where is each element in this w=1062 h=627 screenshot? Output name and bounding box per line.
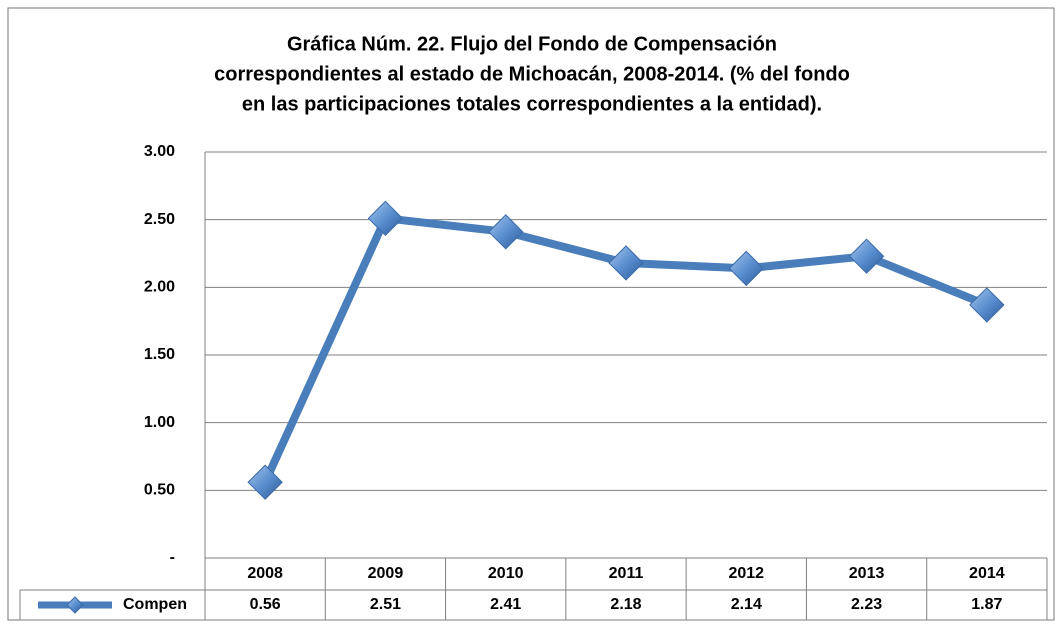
point-marker xyxy=(728,250,764,287)
legend-label: Compen xyxy=(123,596,187,613)
table-value: 2.23 xyxy=(851,596,882,613)
legend-marker xyxy=(66,596,84,614)
table-value: 1.87 xyxy=(971,596,1002,613)
table-value: 2.18 xyxy=(610,596,641,613)
point-marker xyxy=(608,245,644,281)
y-tick-label: 0.50 xyxy=(144,482,175,499)
y-tick-label: 2.00 xyxy=(144,279,175,296)
chart-title: Gráfica Núm. 22. Flujo del Fondo de Comp… xyxy=(287,33,777,55)
chart-title: correspondientes al estado de Michoacán,… xyxy=(214,63,850,85)
chart-title: en las participaciones totales correspon… xyxy=(242,93,822,115)
table-value: 0.56 xyxy=(250,596,281,613)
table-value: 2.41 xyxy=(490,596,521,613)
point-marker xyxy=(848,238,885,274)
x-tick-label: 2013 xyxy=(849,565,885,582)
y-tick-label: 1.00 xyxy=(144,414,175,431)
x-tick-label: 2010 xyxy=(488,565,524,582)
point-marker xyxy=(367,200,404,237)
x-tick-label: 2009 xyxy=(368,565,404,582)
x-tick-label: 2008 xyxy=(247,565,283,582)
point-marker xyxy=(969,287,1005,323)
table-value: 2.51 xyxy=(370,596,401,613)
x-tick-label: 2011 xyxy=(609,565,644,582)
y-tick-label: - xyxy=(170,549,175,566)
table-value: 2.14 xyxy=(731,596,762,613)
y-tick-label: 1.50 xyxy=(144,346,175,363)
point-marker xyxy=(488,214,524,250)
chart-frame xyxy=(7,7,1055,621)
y-tick-label: 2.50 xyxy=(144,211,175,228)
x-tick-label: 2014 xyxy=(969,565,1005,582)
y-tick-label: 3.00 xyxy=(144,143,175,160)
x-tick-label: 2012 xyxy=(728,565,764,582)
point-marker xyxy=(247,464,283,500)
